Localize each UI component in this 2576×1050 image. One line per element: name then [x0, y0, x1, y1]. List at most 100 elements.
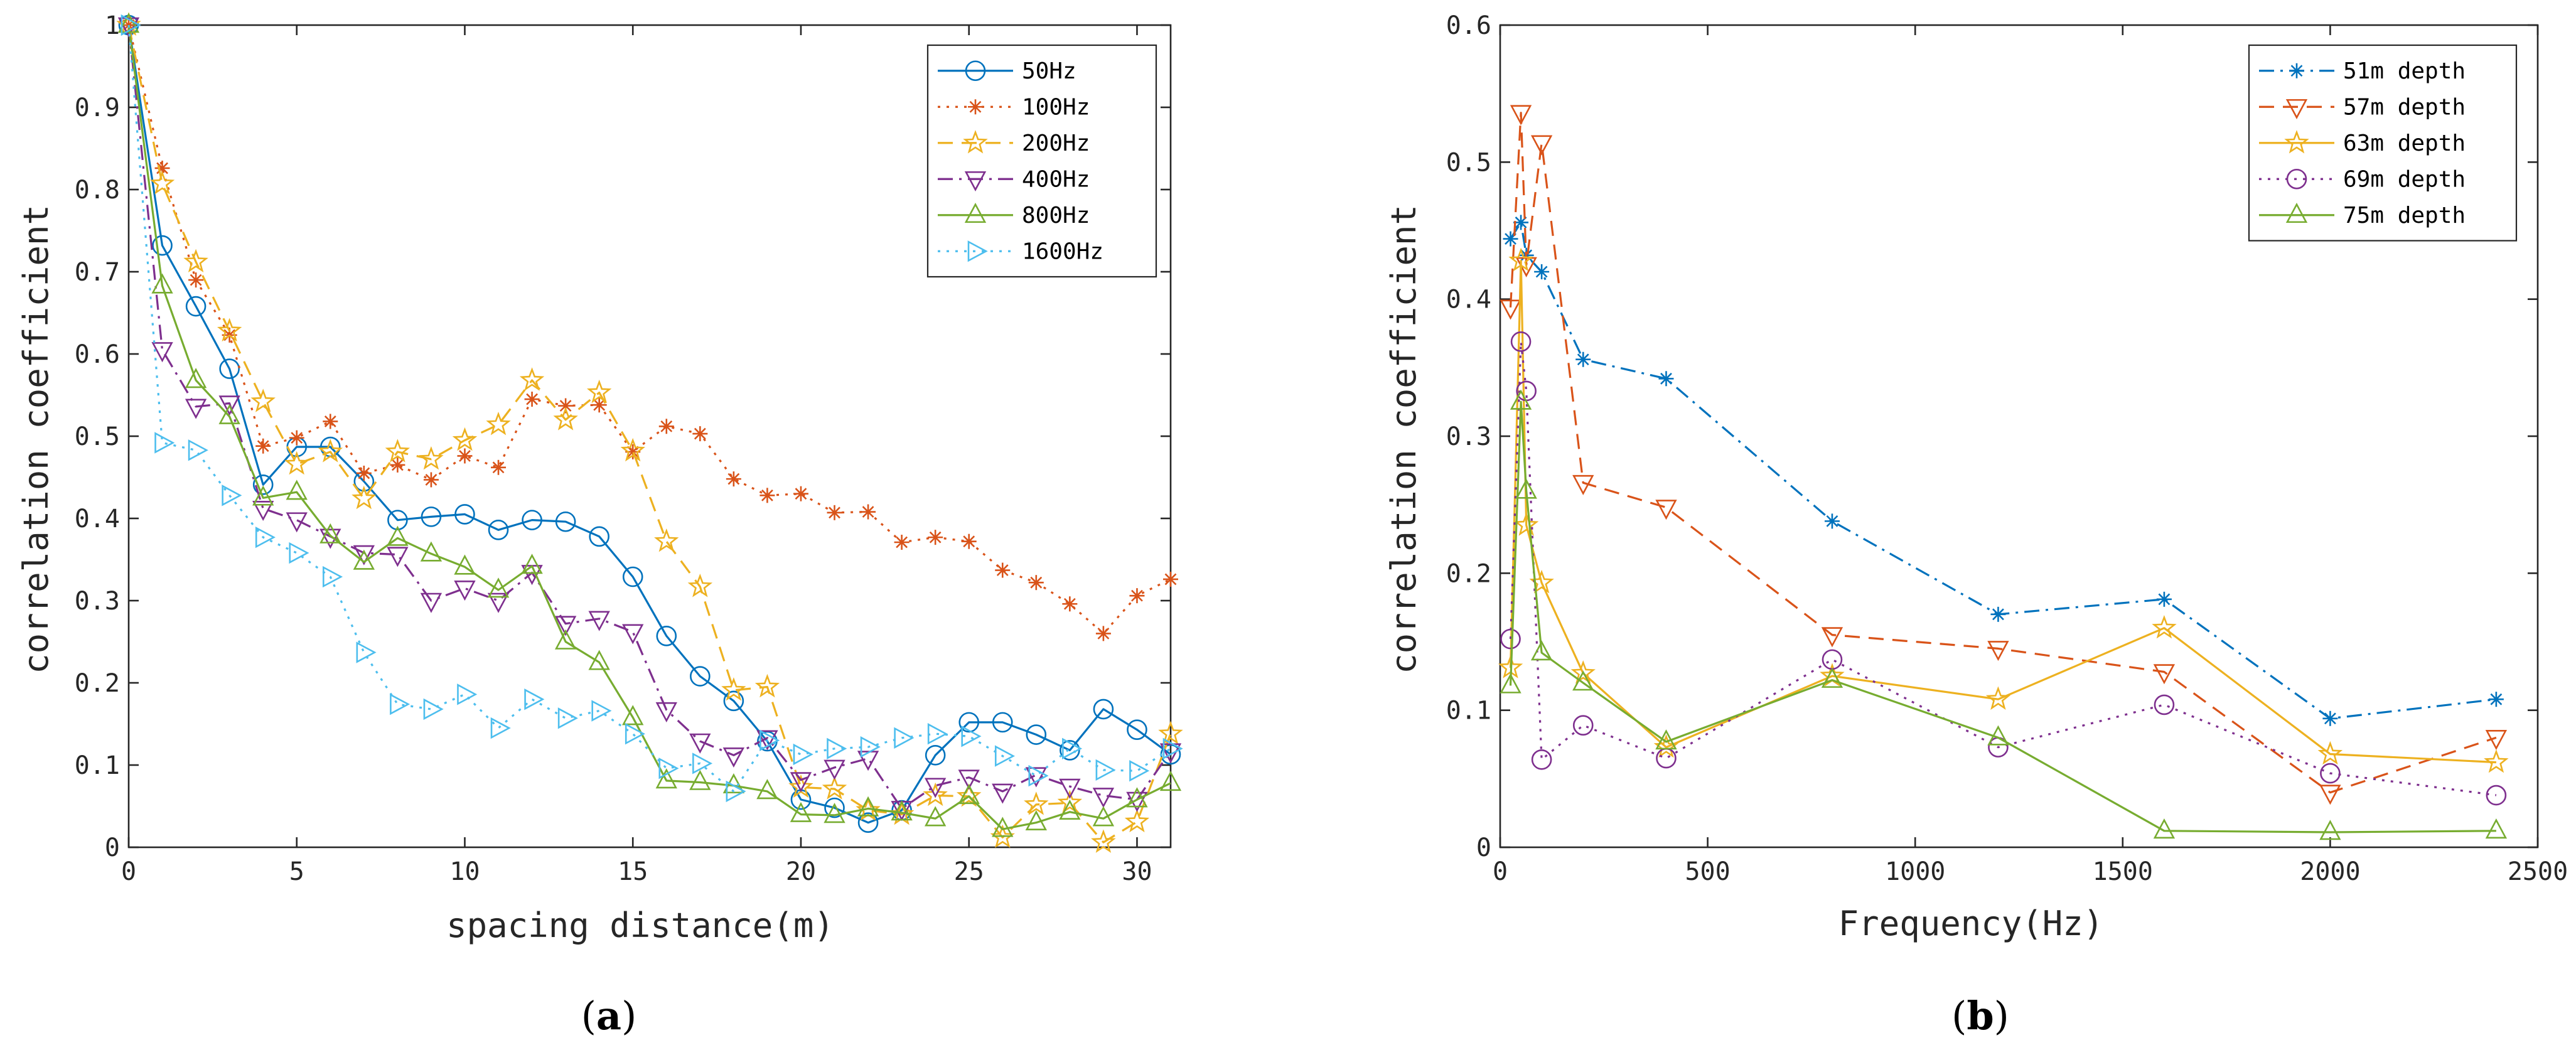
legend-marker-a-100Hz	[968, 99, 983, 115]
legend-marker-a-400Hz	[964, 171, 987, 192]
data-point-a-400Hz	[722, 747, 745, 768]
data-point-a-100Hz	[726, 471, 741, 487]
y-tick-label-a: 1	[105, 11, 120, 40]
data-point-a-400Hz	[790, 772, 812, 793]
data-point-a-200Hz	[385, 439, 411, 463]
data-point-b-63m depth	[1513, 512, 1539, 536]
data-point-a-50Hz	[555, 511, 576, 532]
data-point-b-75m depth	[1821, 667, 1843, 688]
data-point-a-800Hz	[689, 769, 711, 790]
data-point-a-800Hz	[891, 800, 913, 821]
legend-marker-b-51m depth	[2289, 63, 2304, 78]
panel-letter-a: a	[596, 993, 621, 1039]
data-point-a-1600Hz	[222, 485, 242, 506]
series-b-57m depth	[1500, 105, 2508, 805]
data-point-a-1600Hz	[692, 753, 713, 774]
data-point-a-1600Hz	[658, 758, 679, 779]
x-tick-label-a: 0	[121, 857, 136, 886]
x-axis-label-b: Frequency(Hz)	[1838, 904, 2104, 943]
data-point-a-50Hz	[219, 358, 240, 379]
data-point-a-800Hz	[790, 801, 812, 822]
data-point-a-1600Hz	[860, 736, 881, 758]
data-point-b-75m depth	[2153, 818, 2176, 839]
data-point-a-100Hz	[861, 504, 876, 520]
data-point-a-200Hz	[1057, 790, 1083, 814]
data-point-b-69m depth	[1500, 628, 1521, 650]
data-point-a-200Hz	[923, 782, 948, 806]
data-point-a-200Hz	[620, 437, 645, 462]
data-point-a-200Hz	[553, 407, 578, 431]
data-point-a-400Hz	[655, 702, 677, 722]
data-point-a-400Hz	[824, 759, 845, 780]
data-point-b-51m depth	[2156, 591, 2172, 607]
data-point-a-200Hz	[822, 776, 847, 800]
data-point-a-400Hz	[857, 751, 879, 771]
data-point-a-1600Hz	[524, 688, 545, 710]
data-point-a-100Hz	[961, 533, 977, 549]
data-point-a-100Hz	[827, 505, 842, 520]
data-point-a-50Hz	[488, 520, 509, 540]
chart-panel-b: 0 500 1000 1500 2000 2500 0 0.1 0.2 0.3 0.4 0.5 0.6 5…	[1384, 11, 2568, 1039]
data-point-a-400Hz	[958, 769, 980, 790]
legend-label-b: 57m depth	[2343, 94, 2466, 120]
legend-label-b: 63m depth	[2343, 131, 2466, 156]
legend-marker-a-800Hz	[964, 202, 987, 223]
data-point-a-100Hz	[457, 448, 473, 464]
y-tick-label-a: 0.9	[75, 94, 120, 122]
legend-label-b: 51m depth	[2343, 58, 2466, 84]
data-point-a-200Hz	[586, 379, 612, 404]
data-point-a-200Hz	[486, 411, 511, 436]
series-line-b-75m depth	[1509, 400, 2496, 833]
y-tick-label-a: 0	[105, 833, 120, 862]
y-tick-label-a: 0.1	[75, 751, 120, 780]
data-point-a-400Hz	[1159, 743, 1182, 764]
data-point-a-400Hz	[992, 783, 1014, 804]
data-point-a-800Hz	[420, 541, 443, 562]
data-point-a-1600Hz	[1095, 759, 1116, 781]
data-point-a-100Hz	[658, 419, 674, 434]
data-point-a-400Hz	[117, 17, 140, 38]
y-tick-label-b: 0.2	[1446, 559, 1491, 588]
data-point-a-1600Hz	[390, 693, 411, 715]
data-point-a-800Hz	[252, 485, 274, 506]
data-point-a-1600Hz	[154, 432, 175, 454]
x-tick-label-a: 10	[449, 857, 480, 886]
data-point-a-50Hz	[622, 566, 643, 587]
data-point-a-50Hz	[1026, 724, 1047, 745]
data-point-b-69m depth	[2154, 694, 2175, 715]
data-point-a-800Hz	[1092, 806, 1115, 827]
data-point-a-1600Hz	[1162, 737, 1183, 759]
data-point-a-800Hz	[857, 796, 879, 817]
y-axis-label-b: correlation coefficient	[1384, 205, 1424, 674]
data-point-a-400Hz	[622, 624, 644, 645]
data-point-b-57m depth	[2485, 730, 2508, 751]
y-tick-label-b: 0.4	[1446, 286, 1491, 314]
data-point-b-63m depth	[1570, 660, 1596, 684]
series-a-400Hz	[117, 17, 1182, 822]
data-point-a-1600Hz	[557, 707, 578, 729]
data-point-a-50Hz	[857, 812, 879, 833]
legend-label-b: 69m depth	[2343, 166, 2466, 192]
data-point-a-400Hz	[387, 547, 409, 567]
series-a-800Hz	[117, 13, 1182, 837]
data-point-a-800Hz	[924, 806, 947, 827]
data-point-a-50Hz	[1127, 719, 1147, 740]
data-point-a-100Hz	[759, 488, 775, 503]
data-point-a-1600Hz	[490, 717, 511, 739]
data-point-a-100Hz	[154, 160, 170, 176]
data-point-b-69m depth	[2320, 763, 2341, 784]
data-point-a-100Hz	[188, 272, 204, 288]
series-line-a-50Hz	[127, 24, 1171, 824]
data-point-b-57m depth	[2153, 664, 2176, 685]
chart-panel-a: 0 5 10 15 20 25 30 0 0.1 0.2 0.3 0.4 0.5 0.6 0.7 0.8 0.9…	[16, 11, 1183, 1039]
legend-marker-a-1600Hz	[967, 240, 988, 262]
data-point-a-100Hz	[491, 459, 507, 475]
data-point-b-75m depth	[2485, 818, 2508, 839]
data-point-b-63m depth	[2152, 614, 2177, 639]
data-point-a-50Hz	[185, 296, 207, 317]
data-point-a-200Hz	[687, 573, 713, 597]
data-point-a-200Hz	[419, 446, 444, 470]
data-point-b-63m depth	[1985, 686, 2011, 710]
data-point-a-800Hz	[992, 817, 1014, 837]
